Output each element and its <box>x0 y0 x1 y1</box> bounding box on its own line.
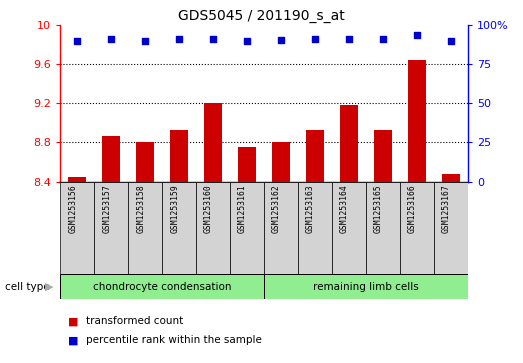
Text: chondrocyte condensation: chondrocyte condensation <box>93 282 231 292</box>
Point <box>175 37 184 42</box>
Text: GSM1253158: GSM1253158 <box>136 184 145 233</box>
Point <box>107 37 116 42</box>
Text: GSM1253160: GSM1253160 <box>204 184 213 233</box>
Text: transformed count: transformed count <box>86 316 184 326</box>
Point <box>311 37 320 42</box>
Text: cell type: cell type <box>5 282 50 292</box>
Point <box>141 38 150 44</box>
Bar <box>272 142 290 182</box>
Text: percentile rank within the sample: percentile rank within the sample <box>86 335 262 346</box>
Text: GSM1253162: GSM1253162 <box>272 184 281 233</box>
Bar <box>306 130 324 182</box>
Bar <box>136 142 154 182</box>
Bar <box>434 182 468 274</box>
Text: remaining limb cells: remaining limb cells <box>313 282 419 292</box>
Bar <box>238 147 256 182</box>
Bar <box>340 105 358 182</box>
Text: GSM1253167: GSM1253167 <box>442 184 451 233</box>
Point <box>447 38 456 44</box>
Bar <box>408 60 426 182</box>
Text: GSM1253156: GSM1253156 <box>68 184 77 233</box>
Text: ▶: ▶ <box>45 282 53 292</box>
Point <box>277 37 286 43</box>
Bar <box>298 182 332 274</box>
Bar <box>102 136 120 182</box>
Text: GSM1253164: GSM1253164 <box>340 184 349 233</box>
Bar <box>442 174 460 182</box>
Point <box>243 38 252 44</box>
Point <box>379 37 388 42</box>
Point <box>413 32 422 38</box>
Bar <box>264 274 468 299</box>
Bar <box>94 182 128 274</box>
Bar <box>400 182 434 274</box>
Bar <box>128 182 162 274</box>
Bar <box>170 130 188 182</box>
Text: ■: ■ <box>68 335 78 346</box>
Text: GSM1253161: GSM1253161 <box>238 184 247 233</box>
Bar <box>60 182 94 274</box>
Bar <box>374 130 392 182</box>
Bar <box>196 182 230 274</box>
Text: GSM1253159: GSM1253159 <box>170 184 179 233</box>
Bar <box>230 182 264 274</box>
Text: GSM1253157: GSM1253157 <box>102 184 111 233</box>
Text: GSM1253166: GSM1253166 <box>408 184 417 233</box>
Bar <box>332 182 366 274</box>
Text: GDS5045 / 201190_s_at: GDS5045 / 201190_s_at <box>178 9 345 23</box>
Bar <box>366 182 400 274</box>
Text: GSM1253165: GSM1253165 <box>374 184 383 233</box>
Point <box>345 36 354 42</box>
Bar <box>204 103 222 182</box>
Bar <box>68 177 86 182</box>
Point <box>209 36 218 42</box>
Bar <box>162 182 196 274</box>
Bar <box>264 182 298 274</box>
Point <box>73 38 82 44</box>
Text: ■: ■ <box>68 316 78 326</box>
Bar <box>60 274 264 299</box>
Text: GSM1253163: GSM1253163 <box>306 184 315 233</box>
